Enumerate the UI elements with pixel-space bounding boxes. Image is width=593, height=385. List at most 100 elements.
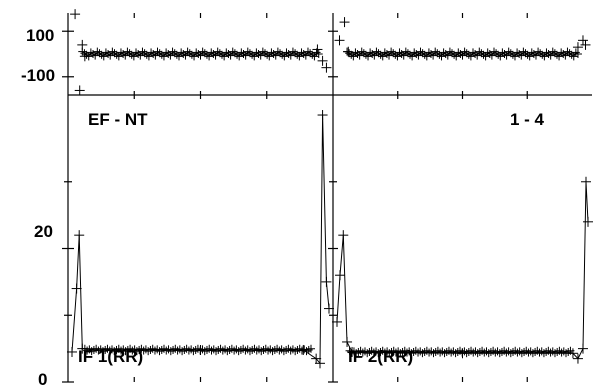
bottom-marker-p0-46: [184, 346, 193, 355]
bottom-marker-p0-77: [254, 345, 263, 354]
bottom-point-marker-p1-0: [332, 316, 342, 327]
bottom-marker-p0-47: [187, 345, 196, 354]
series-layer: [67, 9, 593, 369]
labels-layer: 100 -100 20 0 EF - NT 1 - 4 IF 1(RR) IF …: [21, 26, 545, 385]
bottom-marker-p0-61: [218, 346, 227, 355]
bottom-marker-p1-54: [464, 347, 473, 356]
bottom-marker-p0-94: [293, 345, 302, 354]
bottom-marker-p1-89: [542, 347, 551, 356]
bottom-series-band-p1: [345, 346, 575, 358]
bottom-point-marker-p0-0: [67, 346, 77, 357]
bottom-marker-p1-52: [460, 347, 469, 356]
bottom-marker-p1-51: [458, 348, 467, 357]
panel-right-annotation: 1 - 4: [510, 110, 545, 129]
bottom-marker-p0-44: [180, 345, 189, 354]
bottom-marker-p0-74: [248, 345, 257, 354]
bottom-point-marker-p1-2: [338, 230, 349, 241]
bottom-marker-p0-39: [169, 345, 178, 354]
bottom-marker-p1-61: [480, 348, 489, 357]
bottom-marker-p0-34: [157, 345, 166, 354]
bottom-marker-p0-89: [282, 345, 291, 354]
bottom-point-marker-p0-8: [317, 110, 328, 121]
bottom-marker-p0-36: [162, 346, 171, 355]
bottom-marker-p1-82: [526, 347, 535, 356]
bottom-marker-p0-41: [173, 346, 182, 355]
bottom-point-marker-p0-7: [315, 358, 326, 369]
bottom-marker-p0-57: [209, 345, 218, 354]
bottom-point-marker-p1-1: [335, 270, 346, 281]
panel-right-series-label: IF 2(RR): [348, 347, 413, 366]
bottom-marker-p0-87: [277, 345, 286, 354]
bottom-marker-p0-54: [202, 345, 211, 354]
bottom-marker-p1-91: [546, 348, 555, 357]
bottom-point-marker-p1-3: [342, 336, 353, 347]
bottom-marker-p0-100: [307, 344, 316, 353]
top-spike-marker-p1-4: [577, 35, 588, 46]
bottom-marker-p1-41: [436, 348, 445, 357]
bottom-marker-p1-56: [469, 348, 478, 357]
top-spike-marker-p0-6: [321, 62, 332, 73]
top-spike-marker-p0-0: [70, 9, 81, 20]
top-spike-marker-p0-2: [79, 51, 90, 62]
bottom-point-marker-p0-10: [324, 303, 334, 314]
bottom-marker-p0-92: [288, 345, 297, 354]
bottom-marker-p0-64: [225, 345, 234, 354]
top-series-band-p1: [343, 47, 582, 61]
bottom-marker-p0-81: [264, 346, 273, 355]
bottom-marker-p0-51: [196, 346, 205, 355]
bottom-marker-p1-97: [559, 347, 568, 356]
bottom-marker-p1-77: [515, 347, 524, 356]
bottom-marker-p1-44: [442, 347, 451, 356]
bottom-marker-p1-47: [449, 347, 458, 356]
bottom-series-band-p0: [80, 344, 316, 356]
bottom-marker-p0-72: [243, 345, 252, 354]
bottom-marker-p0-86: [275, 346, 284, 355]
bottom-marker-p1-94: [553, 347, 562, 356]
bottom-marker-p0-76: [252, 346, 261, 355]
bottom-marker-p1-92: [548, 347, 557, 356]
top-spike-marker-p0-4: [312, 44, 323, 55]
bottom-marker-p1-74: [509, 347, 518, 356]
bottom-marker-p1-99: [564, 347, 573, 356]
bottom-marker-p0-71: [241, 346, 250, 355]
bottom-marker-p0-52: [198, 345, 207, 354]
y-tick-label-bottom-0: 0: [38, 370, 47, 385]
bottom-point-marker-p0-9: [321, 276, 332, 287]
bottom-marker-p0-32: [153, 345, 162, 354]
top-series-line-p0: [81, 50, 320, 58]
bottom-marker-p1-36: [425, 348, 434, 357]
bottom-marker-p1-69: [497, 347, 506, 356]
bottom-marker-p1-81: [524, 348, 533, 357]
bottom-marker-p1-57: [471, 347, 480, 356]
top-spike-marker-p1-5: [580, 39, 591, 50]
bottom-marker-p1-72: [504, 347, 513, 356]
bottom-marker-p0-29: [146, 345, 155, 354]
bottom-series-line-p0: [71, 114, 330, 365]
bottom-marker-p1-67: [493, 347, 502, 356]
bottom-marker-p1-59: [475, 347, 484, 356]
bottom-marker-p0-62: [221, 345, 230, 354]
bottom-marker-p1-31: [414, 348, 423, 357]
bottom-marker-p0-42: [175, 345, 184, 354]
top-spike-marker-p0-3: [74, 85, 85, 96]
bottom-point-marker-p0-6: [311, 353, 322, 364]
bottom-marker-p0-96: [297, 346, 306, 355]
y-tick-label-top-neg100: -100: [21, 66, 55, 85]
bottom-marker-p0-49: [191, 345, 200, 354]
bottom-marker-p1-49: [453, 347, 462, 356]
bottom-point-marker-p0-1: [71, 283, 82, 294]
y-tick-label-bottom-20: 20: [34, 222, 53, 241]
bottom-point-marker-p1-10: [583, 216, 593, 227]
bottom-marker-p1-39: [431, 347, 440, 356]
bottom-marker-p1-42: [438, 347, 447, 356]
y-tick-label-top-100: 100: [26, 26, 54, 45]
bottom-marker-p0-91: [286, 346, 295, 355]
bottom-marker-p1-62: [482, 347, 491, 356]
bottom-marker-p1-34: [420, 347, 429, 356]
bottom-marker-p0-69: [236, 345, 245, 354]
bottom-marker-p1-66: [491, 348, 500, 357]
bottom-marker-p1-71: [502, 348, 511, 357]
panel-left-annotation: EF - NT: [88, 110, 148, 129]
bottom-marker-p0-99: [304, 345, 313, 354]
